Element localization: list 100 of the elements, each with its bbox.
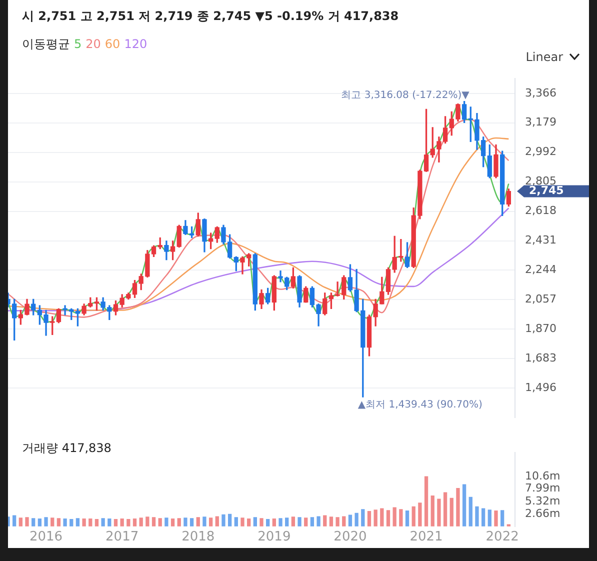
x-tick-label: 2017	[106, 530, 139, 545]
bar	[298, 517, 302, 526]
chart-title: 시 2,751 고 2,751 저 2,719 종 2,745 ▼5 -0.19% 거 417,838	[22, 8, 399, 25]
bar	[424, 476, 428, 526]
bar	[158, 518, 162, 526]
y-tick-label: 2.66m	[525, 506, 560, 520]
bar	[374, 510, 378, 526]
y-tick-label: 7.99m	[525, 482, 560, 495]
bar	[132, 518, 137, 526]
y-tick-label: 10.6m	[525, 469, 560, 482]
y-tick-label: 3,366	[525, 86, 556, 100]
bar	[488, 510, 492, 526]
bar	[94, 519, 99, 526]
legend-title: 이동평균	[22, 37, 70, 51]
bar	[310, 517, 314, 526]
x-tick-label: 2019	[258, 530, 291, 545]
bar	[361, 509, 365, 526]
text: 120	[124, 37, 148, 51]
y-tick-label: 2,618	[525, 204, 556, 218]
x-tick-label: 2021	[410, 530, 443, 545]
bar	[12, 515, 16, 526]
bar	[240, 518, 244, 526]
bar	[18, 518, 23, 526]
bar	[190, 518, 194, 526]
bar	[222, 514, 226, 526]
bar	[348, 514, 352, 526]
bar	[304, 518, 308, 526]
bar	[88, 518, 92, 526]
y-tick-label: 1,683	[525, 351, 556, 364]
y-tick-label: 2,431	[525, 234, 556, 247]
bar	[475, 506, 479, 526]
bar	[202, 516, 206, 526]
annotation: ▲최저 1,439.43 (90.70%)	[358, 400, 483, 411]
bar	[126, 519, 130, 526]
bar	[342, 516, 346, 526]
bar	[228, 514, 232, 526]
bar	[291, 516, 296, 526]
bar	[323, 515, 327, 526]
y-tick-label: 1,870	[525, 322, 556, 336]
bar	[184, 518, 188, 526]
bar	[38, 518, 42, 526]
bar	[177, 518, 181, 526]
y-tick-label: 5.32m	[525, 494, 560, 508]
bar	[354, 512, 358, 526]
bar	[196, 517, 200, 526]
x-tick-label: 2018	[182, 530, 215, 545]
bar	[44, 517, 48, 526]
bar	[56, 518, 61, 526]
bar	[76, 518, 80, 526]
bar	[260, 518, 264, 526]
text: Linear	[526, 50, 563, 64]
annotation: 2,745	[529, 184, 564, 198]
bar	[405, 510, 410, 526]
bar	[336, 517, 340, 526]
bar	[386, 510, 390, 526]
bar	[101, 518, 105, 526]
bar	[462, 484, 466, 526]
bar	[430, 496, 434, 526]
bar	[215, 516, 219, 526]
bar	[456, 488, 460, 526]
bar	[278, 518, 282, 526]
bar	[63, 518, 67, 526]
y-tick-label: 3,179	[525, 116, 556, 129]
bar	[329, 516, 334, 526]
text: 5	[74, 37, 82, 51]
bar	[316, 516, 320, 526]
bar	[139, 518, 143, 526]
bar	[367, 511, 372, 526]
y-tick-label: 2,057	[525, 292, 556, 306]
bar	[418, 502, 422, 526]
bar	[481, 508, 486, 526]
y-tick-label: 2,244	[525, 263, 556, 276]
bar	[114, 519, 118, 526]
y-tick-label: 1,496	[525, 380, 556, 394]
bar	[272, 518, 276, 526]
bar	[108, 518, 112, 526]
bar	[443, 492, 448, 526]
y-tick-label: 2,992	[525, 145, 556, 158]
text: 60	[104, 37, 120, 51]
x-tick-label: 2016	[29, 530, 63, 545]
bar	[285, 518, 289, 526]
bar	[146, 516, 150, 526]
bar	[208, 518, 213, 526]
bar	[468, 496, 472, 526]
bar	[246, 518, 251, 526]
bar	[120, 518, 124, 526]
bar	[437, 498, 441, 526]
bar	[32, 518, 36, 526]
bar	[392, 507, 396, 526]
bar	[170, 518, 175, 526]
annotation: 최고 3,316.08 (-17.22%)▼	[341, 90, 470, 101]
bar	[380, 508, 384, 526]
bar	[253, 517, 257, 526]
bar	[152, 517, 156, 526]
bar	[500, 510, 504, 526]
text: 20	[86, 37, 101, 51]
bar	[494, 510, 498, 526]
x-tick-label: 2022	[486, 530, 519, 545]
bar	[450, 498, 454, 526]
bar	[164, 518, 168, 526]
